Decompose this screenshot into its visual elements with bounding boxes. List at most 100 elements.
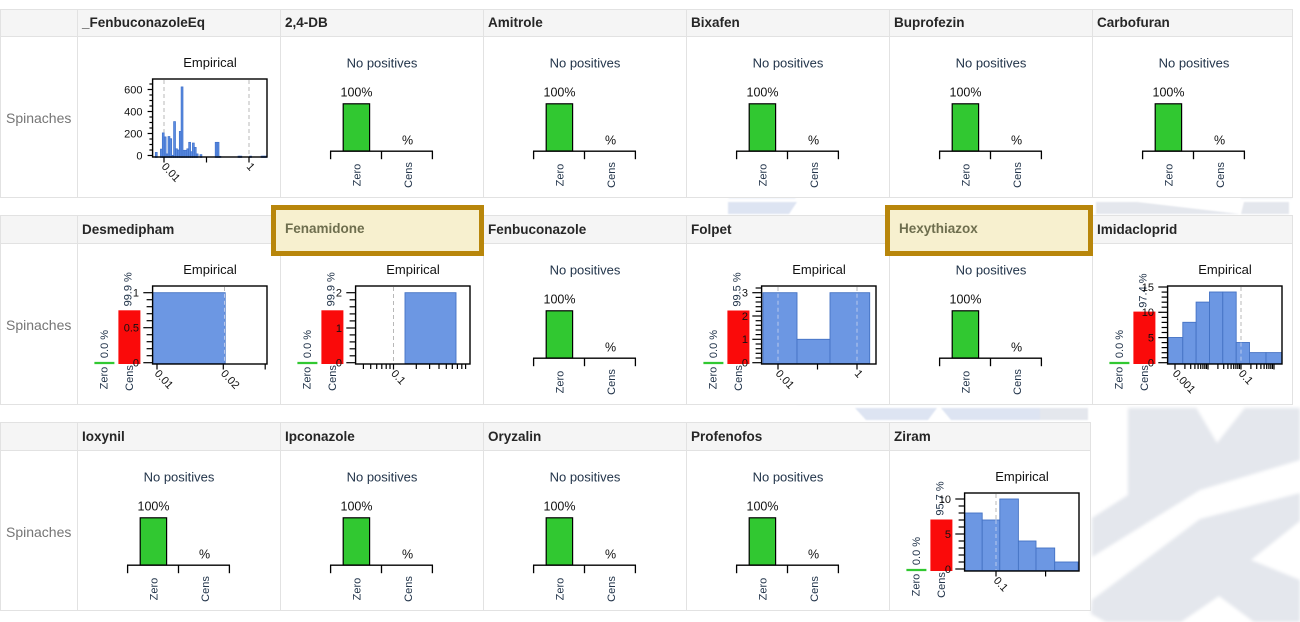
svg-text:Zero: Zero — [961, 371, 973, 394]
svg-text:Zero: Zero — [555, 578, 567, 601]
svg-text:Empirical: Empirical — [183, 262, 237, 277]
svg-text:100%: 100% — [1153, 86, 1185, 100]
svg-text:Cens: Cens — [606, 162, 618, 188]
svg-text:100%: 100% — [544, 86, 576, 100]
svg-text:100%: 100% — [544, 293, 576, 307]
svg-text:Cens: Cens — [403, 576, 415, 602]
svg-text:No positives: No positives — [550, 56, 621, 71]
svg-text:Empirical: Empirical — [792, 262, 846, 277]
svg-text:Cens: Cens — [1215, 162, 1227, 188]
svg-text:Cens: Cens — [809, 162, 821, 188]
svg-text:0.01: 0.01 — [159, 161, 182, 185]
svg-text:No positives: No positives — [347, 56, 418, 71]
svg-text:Zero: Zero — [708, 367, 720, 390]
svg-text:Cens: Cens — [1139, 365, 1151, 391]
svg-text:0.0 %: 0.0 % — [911, 537, 923, 565]
svg-text:Zero: Zero — [99, 367, 111, 390]
svg-text:100%: 100% — [950, 86, 982, 100]
svg-text:1: 1 — [133, 288, 139, 300]
svg-text:0: 0 — [945, 564, 951, 576]
svg-text:3: 3 — [742, 288, 748, 300]
svg-text:0.1: 0.1 — [388, 368, 407, 387]
svg-text:%: % — [1011, 134, 1022, 148]
svg-text:Zero: Zero — [1164, 164, 1176, 187]
svg-text:2: 2 — [336, 288, 342, 300]
svg-text:Cens: Cens — [327, 365, 339, 391]
svg-text:No positives: No positives — [347, 470, 418, 485]
svg-text:%: % — [808, 134, 819, 148]
svg-text:100%: 100% — [138, 500, 170, 514]
svg-text:1: 1 — [742, 334, 748, 346]
svg-text:200: 200 — [124, 128, 142, 140]
svg-text:0.1: 0.1 — [991, 575, 1010, 594]
svg-text:Zero: Zero — [911, 574, 923, 597]
svg-text:No positives: No positives — [550, 470, 621, 485]
svg-text:Zero: Zero — [302, 367, 314, 390]
svg-text:%: % — [605, 548, 616, 562]
svg-text:Cens: Cens — [1012, 162, 1024, 188]
svg-text:0.0 %: 0.0 % — [99, 330, 111, 358]
svg-text:Empirical: Empirical — [183, 55, 237, 70]
svg-text:%: % — [808, 548, 819, 562]
svg-text:2: 2 — [742, 311, 748, 323]
svg-text:Empirical: Empirical — [1198, 262, 1252, 277]
svg-text:%: % — [605, 341, 616, 355]
svg-text:0.01: 0.01 — [773, 368, 796, 392]
svg-text:No positives: No positives — [956, 56, 1027, 71]
svg-text:1: 1 — [244, 161, 257, 174]
svg-text:No positives: No positives — [753, 56, 824, 71]
svg-text:Cens: Cens — [200, 576, 212, 602]
svg-text:97.4 %: 97.4 % — [1138, 273, 1150, 307]
svg-text:10: 10 — [939, 494, 951, 506]
svg-text:No positives: No positives — [550, 263, 621, 278]
svg-text:5: 5 — [945, 529, 951, 541]
svg-text:5: 5 — [1148, 332, 1154, 344]
svg-text:Cens: Cens — [1012, 369, 1024, 395]
svg-text:100%: 100% — [950, 293, 982, 307]
svg-text:0.0 %: 0.0 % — [1114, 330, 1126, 358]
svg-text:99.5 %: 99.5 % — [732, 272, 744, 306]
svg-text:0: 0 — [136, 150, 142, 162]
svg-text:10: 10 — [1142, 307, 1154, 319]
svg-text:0.01: 0.01 — [152, 368, 175, 392]
svg-text:Cens: Cens — [809, 576, 821, 602]
svg-text:Zero: Zero — [758, 164, 770, 187]
svg-text:Zero: Zero — [149, 578, 161, 601]
svg-text:%: % — [605, 134, 616, 148]
svg-text:Cens: Cens — [403, 162, 415, 188]
svg-text:Zero: Zero — [352, 164, 364, 187]
svg-text:1: 1 — [336, 323, 342, 335]
svg-text:600: 600 — [124, 84, 142, 96]
svg-text:99.9 %: 99.9 % — [326, 272, 338, 306]
svg-text:Cens: Cens — [124, 365, 136, 391]
svg-text:Zero: Zero — [555, 371, 567, 394]
svg-text:%: % — [402, 134, 413, 148]
svg-text:0: 0 — [1148, 358, 1154, 370]
svg-text:Zero: Zero — [352, 578, 364, 601]
svg-text:Empirical: Empirical — [995, 469, 1049, 484]
svg-text:Zero: Zero — [961, 164, 973, 187]
svg-text:0: 0 — [336, 358, 342, 370]
svg-text:95.7 %: 95.7 % — [935, 481, 947, 515]
svg-text:No positives: No positives — [753, 470, 824, 485]
svg-text:No positives: No positives — [144, 470, 215, 485]
svg-text:0.0 %: 0.0 % — [708, 330, 720, 358]
svg-text:Cens: Cens — [606, 576, 618, 602]
svg-text:100%: 100% — [544, 500, 576, 514]
svg-text:Zero: Zero — [555, 164, 567, 187]
svg-text:0.02: 0.02 — [218, 368, 241, 392]
svg-text:%: % — [402, 548, 413, 562]
svg-text:Cens: Cens — [606, 369, 618, 395]
svg-text:0.5: 0.5 — [124, 323, 139, 335]
svg-text:0: 0 — [133, 358, 139, 370]
svg-text:100%: 100% — [341, 86, 373, 100]
svg-text:%: % — [199, 548, 210, 562]
svg-text:Zero: Zero — [1114, 367, 1126, 390]
svg-text:No positives: No positives — [1159, 56, 1230, 71]
svg-text:Cens: Cens — [936, 572, 948, 598]
svg-text:0.001: 0.001 — [1170, 368, 1198, 396]
svg-text:0: 0 — [742, 358, 748, 370]
svg-text:100%: 100% — [747, 86, 779, 100]
svg-text:99.9 %: 99.9 % — [123, 272, 135, 306]
svg-text:100%: 100% — [341, 500, 373, 514]
